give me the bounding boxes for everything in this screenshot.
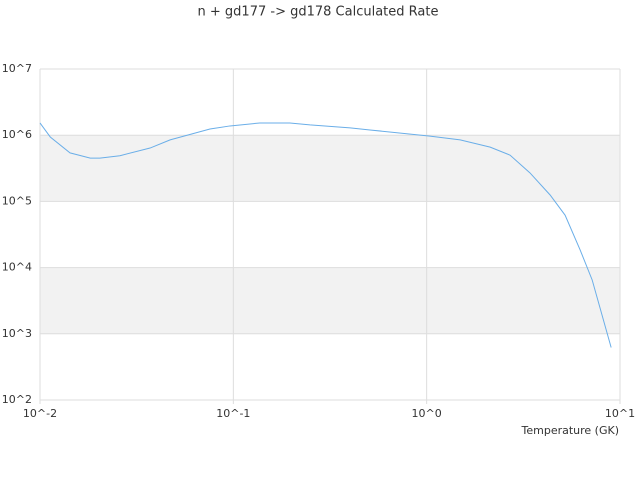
y-tick-label: 10^2 [2,393,32,406]
grid-band [40,267,620,334]
x-tick-label: 10^0 [412,407,442,420]
y-tick-label: 10^7 [2,62,32,75]
x-tick-label: 10^1 [605,407,635,420]
line-series [39,122,612,348]
y-tick-label: 10^4 [2,261,32,274]
y-tick-label: 10^6 [2,128,32,141]
chart-title: n + gd177 -> gd178 Calculated Rate [198,5,439,20]
y-tick-label: 10^5 [2,194,32,207]
x-tick-label: 10^-1 [216,407,250,420]
x-tick-label: 10^-2 [23,407,57,420]
x-axis-label: Temperature (GK) [521,424,620,437]
grid-band [40,135,620,202]
y-tick-label: 10^3 [2,327,32,340]
